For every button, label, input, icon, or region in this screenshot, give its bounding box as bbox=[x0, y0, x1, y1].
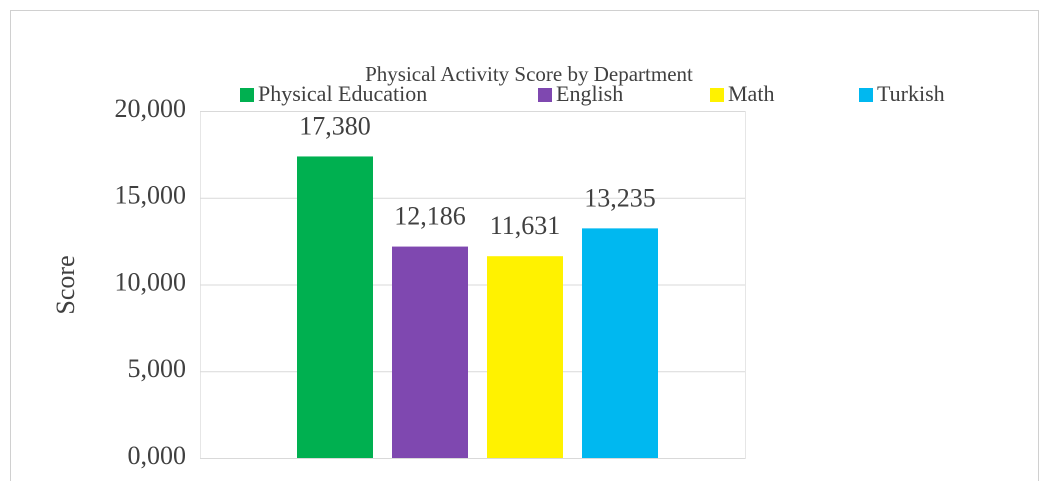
legend-label: English bbox=[556, 81, 623, 106]
y-tick-label: 10,000 bbox=[115, 267, 187, 296]
legend-label: Turkish bbox=[877, 81, 945, 106]
y-tick-label: 15,000 bbox=[115, 181, 187, 210]
y-tick-label: 20,000 bbox=[115, 94, 187, 123]
data-label: 12,186 bbox=[394, 202, 466, 231]
legend-swatch bbox=[538, 88, 552, 102]
chart-frame bbox=[10, 10, 1039, 481]
bar bbox=[392, 246, 468, 458]
legend-label: Math bbox=[728, 81, 774, 106]
y-axis-label: Score bbox=[51, 255, 80, 314]
data-label: 17,380 bbox=[299, 111, 371, 140]
legend-swatch bbox=[710, 88, 724, 102]
data-label: 13,235 bbox=[584, 183, 656, 212]
y-tick-label: 0,000 bbox=[128, 441, 187, 470]
chart-title: Physical Activity Score by Department bbox=[365, 62, 693, 86]
bar bbox=[297, 156, 373, 458]
bar bbox=[582, 228, 658, 458]
y-tick-label: 5,000 bbox=[128, 354, 187, 383]
legend-label: Physical Education bbox=[258, 81, 427, 106]
legend-swatch bbox=[240, 88, 254, 102]
data-label: 11,631 bbox=[490, 211, 561, 240]
legend-swatch bbox=[859, 88, 873, 102]
bar bbox=[487, 256, 563, 458]
